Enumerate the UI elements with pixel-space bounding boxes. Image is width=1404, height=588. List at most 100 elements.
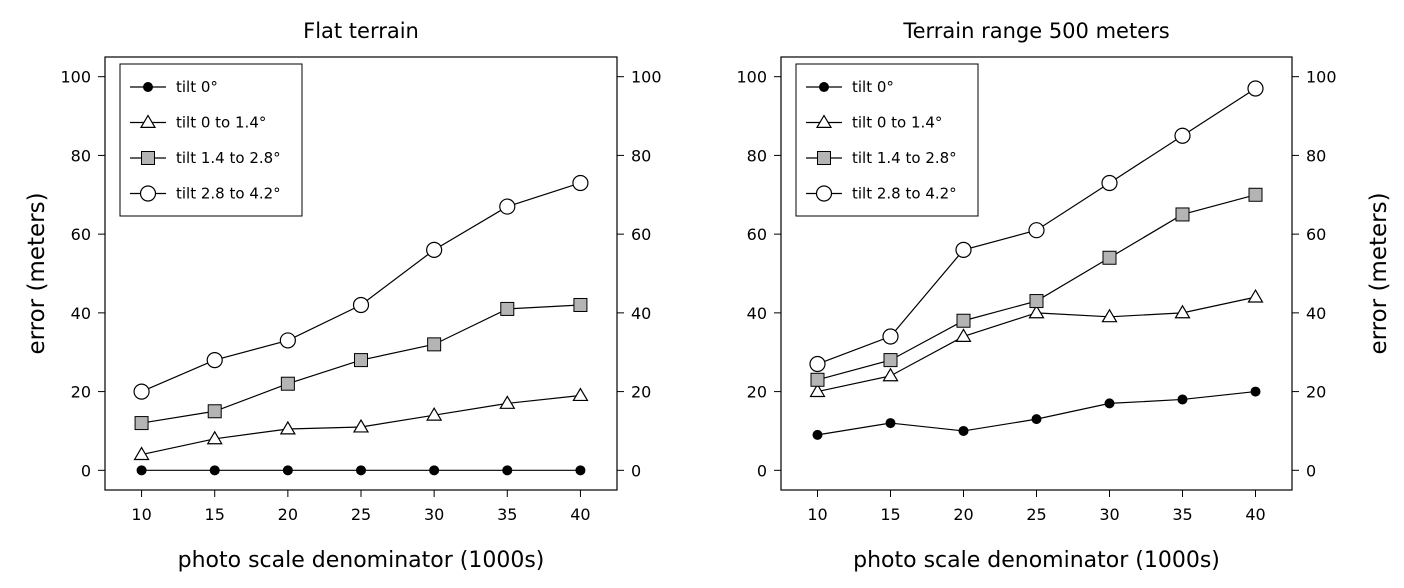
- data-point: [500, 301, 515, 316]
- data-point: [136, 465, 147, 476]
- data-point: [882, 367, 899, 382]
- data-point: [499, 198, 516, 215]
- data-point: [1028, 304, 1045, 319]
- data-point: [1028, 222, 1045, 239]
- y-tick-label-right: 20: [1306, 383, 1326, 402]
- x-tick-label: 10: [131, 505, 151, 524]
- legend-marker: [139, 114, 157, 129]
- x-tick-label: 35: [497, 505, 517, 524]
- x-axis-label: photo scale denominator (1000s): [853, 548, 1220, 573]
- data-point: [809, 355, 826, 373]
- data-point: [134, 416, 149, 431]
- legend-marker: [143, 82, 153, 92]
- y-tick-label-left: 100: [60, 68, 91, 87]
- data-point: [810, 372, 825, 387]
- data-point: [282, 465, 293, 476]
- chart-panel-1: Flat terrain 10 15 20 25 30 35 40 0 0 20 20 40 40 60 60…: [24, 19, 662, 573]
- y-tick-label-left: 0: [757, 461, 767, 480]
- legend-marker: [139, 185, 157, 202]
- data-point: [209, 465, 220, 476]
- y-axis-label: error (meters): [1366, 192, 1392, 354]
- y-tick-label-left: 40: [71, 304, 91, 323]
- data-point: [1247, 80, 1264, 97]
- x-tick-label: 15: [205, 505, 225, 524]
- chart-title: Terrain range 500 meters: [902, 19, 1169, 43]
- legend-marker: [815, 114, 833, 129]
- data-point: [809, 383, 826, 398]
- data-point: [573, 297, 588, 312]
- y-tick-label-left: 60: [71, 225, 91, 244]
- data-point: [352, 296, 370, 314]
- legend: tilt 0° tilt 0 to 1.4° tilt 1.4 to 2.8° til…: [795, 63, 979, 217]
- data-point: [427, 337, 442, 352]
- x-tick-label: 15: [880, 505, 900, 524]
- data-point: [502, 465, 513, 476]
- y-tick-label-right: 40: [1306, 304, 1326, 323]
- y-tick-label-left: 100: [736, 68, 767, 87]
- data-point: [280, 376, 295, 391]
- data-point: [572, 174, 589, 192]
- series-1: [812, 386, 1261, 440]
- y-tick-label-left: 60: [747, 225, 767, 244]
- data-point: [1250, 386, 1261, 397]
- y-tick-label-right: 60: [631, 225, 651, 244]
- x-axis-label: photo scale denominator (1000s): [178, 548, 545, 573]
- x-tick-label: 20: [953, 505, 973, 524]
- y-tick-label-right: 0: [1306, 461, 1316, 480]
- series-4: [133, 174, 589, 400]
- data-point: [133, 446, 150, 461]
- data-point: [279, 332, 296, 349]
- data-point: [429, 465, 440, 476]
- legend-marker: [819, 82, 829, 92]
- data-point: [1174, 127, 1191, 144]
- data-point: [885, 418, 896, 429]
- x-tick-label: 40: [570, 505, 590, 524]
- x-tick-label: 40: [1245, 505, 1265, 524]
- y-tick-label-right: 40: [631, 304, 651, 323]
- chart-title: Flat terrain: [303, 19, 419, 43]
- data-point: [206, 430, 223, 445]
- data-point: [499, 395, 516, 409]
- data-point: [1247, 288, 1264, 303]
- y-tick-label-left: 80: [71, 146, 91, 165]
- data-point: [352, 418, 370, 433]
- x-tick-label: 25: [1026, 505, 1046, 524]
- y-tick-label-right: 20: [631, 383, 651, 402]
- legend-label: tilt 2.8 to 4.2°: [852, 185, 957, 203]
- legend-label: tilt 1.4 to 2.8°: [852, 149, 957, 167]
- data-point: [882, 328, 899, 345]
- data-point: [1248, 187, 1263, 202]
- series-3: [134, 297, 588, 431]
- legend-label: tilt 0°: [852, 78, 894, 96]
- y-tick-label-right: 80: [631, 146, 651, 165]
- data-point: [426, 241, 443, 258]
- y-tick-label-left: 0: [81, 461, 91, 480]
- y-tick-label-right: 80: [1306, 146, 1326, 165]
- data-point: [356, 465, 366, 476]
- legend-marker: [817, 151, 831, 165]
- legend-label: tilt 1.4 to 2.8°: [176, 149, 281, 167]
- y-axis-label: error (meters): [24, 192, 50, 354]
- legend: tilt 0° tilt 0 to 1.4° tilt 1.4 to 2.8° til…: [119, 63, 303, 217]
- data-point: [133, 383, 150, 400]
- y-tick-label-left: 40: [747, 304, 767, 323]
- data-point: [1101, 174, 1118, 192]
- y-tick-label-left: 20: [71, 383, 91, 402]
- x-tick-label: 30: [424, 505, 444, 524]
- data-point: [1101, 308, 1118, 323]
- data-point: [575, 465, 586, 476]
- data-point: [955, 241, 972, 258]
- data-point: [956, 313, 971, 328]
- data-point: [958, 425, 969, 436]
- series-line: [817, 390, 1256, 436]
- chart-panel-2: Terrain range 500 meters 10 15 20 25 30 35 40 0 0…: [736, 19, 1392, 573]
- x-tick-label: 35: [1172, 505, 1192, 524]
- data-point: [812, 429, 823, 440]
- legend-marker: [141, 151, 155, 165]
- data-point: [1104, 398, 1115, 409]
- data-point: [955, 328, 972, 342]
- x-tick-label: 20: [278, 505, 298, 524]
- data-point: [1031, 414, 1042, 425]
